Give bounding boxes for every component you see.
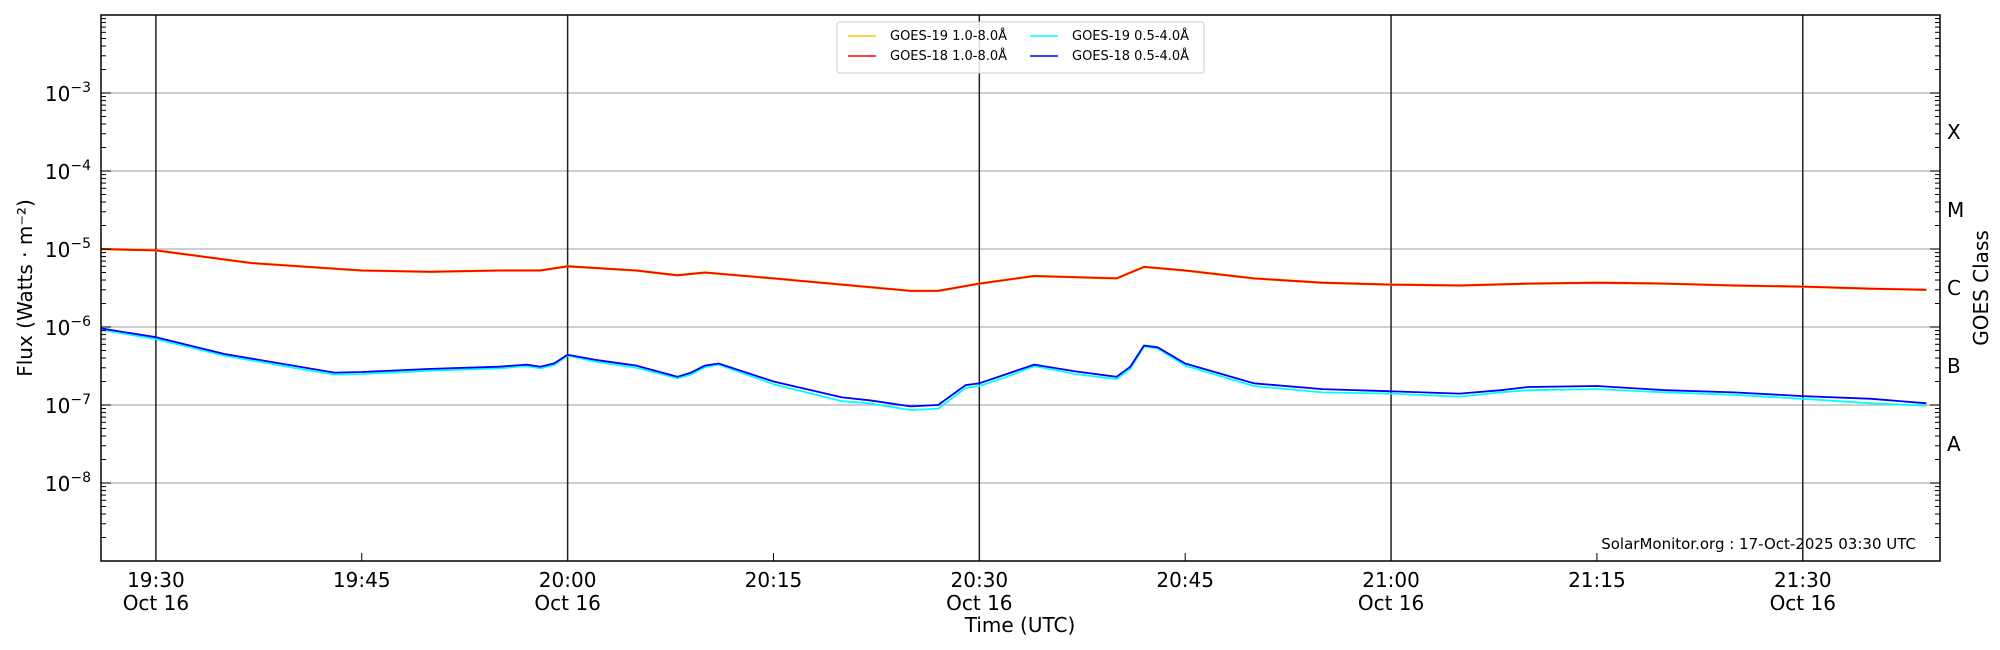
- goes-class-label: M: [1947, 198, 1964, 222]
- goes-class-label: B: [1947, 354, 1961, 378]
- y-tick-label: 10−8: [45, 470, 91, 496]
- x-tick-date-label: Oct 16: [534, 591, 600, 615]
- x-tick-label: 19:45: [333, 568, 391, 592]
- legend-label: GOES-19 1.0-8.0Å: [890, 28, 1007, 44]
- y-tick-labels: 10−8 10−7 10−6 10−5 10−4 10−3: [45, 80, 91, 496]
- x-tick-date-label: Oct 16: [1358, 591, 1424, 615]
- x-tick-label: 20:15: [745, 568, 803, 592]
- goes-class-label: A: [1947, 432, 1961, 456]
- x-tick-date-label: Oct 16: [1770, 591, 1836, 615]
- axis-ticks: [101, 18, 1940, 562]
- y-tick-label: 10−7: [45, 392, 91, 418]
- y-tick-label: 10−4: [45, 158, 91, 184]
- x-tick-label: 19:30: [127, 568, 185, 592]
- y-tick-label: 10−3: [45, 80, 91, 106]
- y-right-axis-label: GOES Class: [1969, 230, 1993, 346]
- legend-label: GOES-19 0.5-4.0Å: [1072, 28, 1189, 44]
- x-axis-label: Time (UTC): [964, 613, 1076, 637]
- y-tick-label: 10−6: [45, 314, 91, 340]
- x-tick-label: 20:00: [539, 568, 597, 592]
- x-tick-date-label: Oct 16: [946, 591, 1012, 615]
- y-axis-label: Flux (Watts · m⁻²): [13, 199, 37, 377]
- y-tick-label: 10−5: [45, 236, 91, 262]
- goes-class-labels: A B C M X: [1947, 120, 1964, 456]
- goes-class-label: X: [1947, 120, 1961, 144]
- legend-box: [836, 21, 1205, 74]
- x-tick-date-label: Oct 16: [123, 591, 189, 615]
- goes-class-label: C: [1947, 276, 1961, 300]
- watermark-annotation: SolarMonitor.org : 17-Oct-2025 03:30 UTC: [1601, 535, 1916, 553]
- series-line-2: [100, 248, 1927, 292]
- gridlines: [101, 92, 1940, 484]
- x-tick-label: 21:30: [1774, 568, 1832, 592]
- legend-label: GOES-18 1.0-8.0Å: [890, 48, 1007, 64]
- x-tick-label: 21:00: [1362, 568, 1420, 592]
- x-tick-label: 20:45: [1156, 568, 1214, 592]
- series-line-4: [100, 327, 1927, 408]
- series-lines: [100, 247, 1927, 412]
- x-tick-label: 20:30: [951, 568, 1009, 592]
- legend: GOES-19 1.0-8.0Å GOES-18 1.0-8.0Å GOES-19 …: [836, 21, 1205, 74]
- legend-label: GOES-18 0.5-4.0Å: [1072, 48, 1189, 64]
- x-tick-label: 21:15: [1568, 568, 1626, 592]
- plot-frame: [100, 14, 1941, 562]
- major-time-lines: [155, 15, 1804, 561]
- series-line-3: [100, 328, 1927, 412]
